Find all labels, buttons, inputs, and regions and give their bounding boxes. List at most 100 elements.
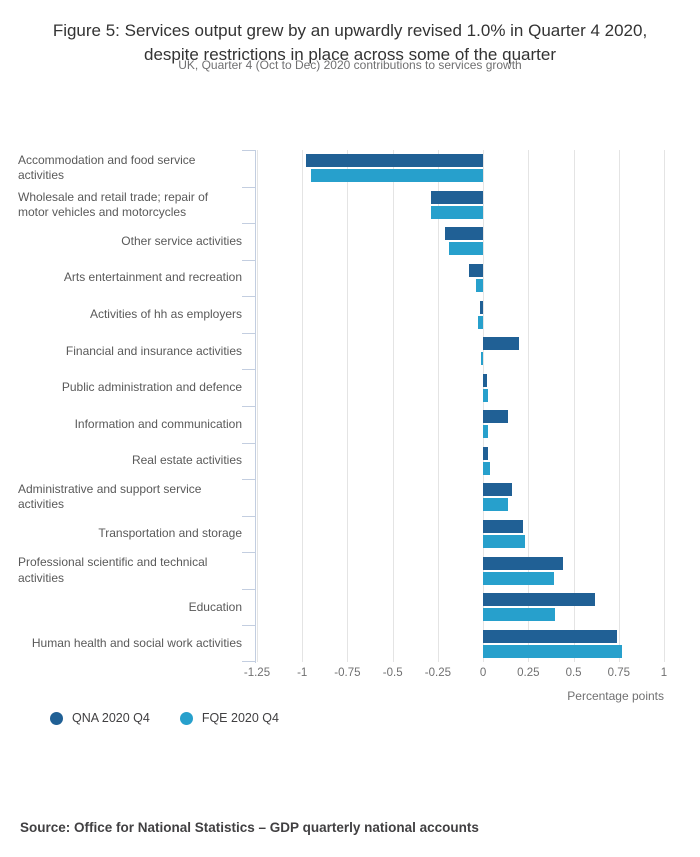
category-label: Public administration and defence [18,369,242,406]
bar-fqe [483,498,509,512]
x-tick-label: 0 [479,667,487,679]
gridline [483,150,485,662]
category-label: Financial and insurance activities [18,333,242,370]
category-axis-tick [242,259,255,261]
legend-label-qna: QNA 2020 Q4 [72,711,150,725]
bar-fqe [311,169,484,183]
plot-area [257,150,665,662]
category-axis-tick [242,479,255,481]
gridline [664,150,665,662]
bar-qna [483,483,512,497]
category-label: Accommodation and food service activitie… [18,150,242,187]
category-label-text: Education [188,599,242,614]
category-label-text: Human health and social work activities [31,636,242,650]
category-label: Education [18,589,242,626]
category-label-text: Other service activities [121,233,242,248]
gridline [392,150,394,662]
category-label-text: Activities of hh as employers [89,306,242,321]
category-label: Human health and social work activities [18,625,242,662]
category-axis-tick [242,332,255,334]
category-label-text: Administrative and support service activ… [18,482,202,512]
category-axis-tick [242,223,255,225]
category-axis-tick [242,442,255,444]
bar-fqe [430,205,484,219]
figure-title: Figure 5: Services output grew by an upw… [52,21,648,64]
gridline [573,150,575,662]
x-tick-label: -0.75 [334,667,361,679]
category-label-text: Arts entertainment and recreation [63,270,242,285]
legend: QNA 2020 Q4 FQE 2020 Q4 [50,711,279,725]
category-label: Wholesale and retail trade; repair of mo… [18,187,242,224]
bar-fqe [475,279,484,292]
category-axis-tick [242,552,255,554]
bar-qna [445,227,484,241]
gridline [302,150,304,662]
legend-marker-qna-icon [50,711,63,725]
category-axis-tick [242,661,255,662]
bar-qna [483,373,487,387]
category-label-text: Wholesale and retail trade; repair of mo… [18,189,209,219]
category-label-text: Information and communication [74,416,242,431]
category-label: Professional scientific and technical ac… [18,552,242,589]
bar-qna [468,264,484,277]
category-label-text: Public administration and defence [61,380,242,394]
category-label: Other service activities [18,223,242,260]
legend-marker-fqe-icon [179,711,193,725]
legend-item-qna: QNA 2020 Q4 [50,711,150,725]
x-tick-label: 0.25 [517,667,540,679]
category-axis-labels: Accommodation and food service activitie… [18,150,242,662]
category-label: Arts entertainment and recreation [18,260,242,297]
bar-fqe [483,571,554,585]
bar-qna [305,154,484,168]
bar-qna [483,556,563,570]
category-axis-tick [242,150,255,151]
gridline [347,150,349,662]
category-label-text: Transportation and storage [98,526,242,541]
bar-fqe [483,388,489,402]
category-label-text: Accommodation and food service activitie… [18,152,196,183]
bar-qna [483,593,596,607]
bar-fqe [483,461,491,475]
bar-fqe [483,644,623,658]
category-axis-tick [242,406,255,407]
x-tick-label: -1 [297,667,308,679]
category-axis-line [242,150,256,663]
bar-qna [483,446,489,460]
bar-fqe [448,242,484,256]
bar-fqe [483,535,525,548]
bar-qna [479,300,484,314]
bar-fqe [481,352,484,366]
category-label-text: Financial and insurance activities [65,343,242,358]
category-label-text: Professional scientific and technical ac… [18,555,208,585]
bar-qna [483,410,509,424]
bar-qna [430,190,484,204]
legend-item-fqe: FQE 2020 Q4 [179,711,279,725]
figure-subtitle: UK, Quarter 4 (Oct to Dec) 2020 contribu… [178,58,522,72]
category-axis-tick [242,186,255,188]
bar-fqe [483,608,556,622]
category-axis-tick [242,588,255,590]
x-tick-label: -1.25 [243,667,271,679]
category-axis-tick [242,625,255,627]
category-axis-tick [242,515,255,517]
gridline [528,150,530,662]
category-label: Transportation and storage [18,516,242,553]
category-axis-tick [242,296,255,298]
bar-fqe [483,425,489,439]
source-text: Source: Office for National Statistics –… [20,820,479,835]
x-axis-title: Percentage points [567,689,664,703]
gridline [257,150,258,662]
category-label: Administrative and support service activ… [18,479,242,516]
gridline [618,150,620,662]
x-tick-label: -0.5 [382,667,403,679]
category-label: Activities of hh as employers [18,296,242,333]
category-label-text: Real estate activities [131,453,242,468]
x-tick-label: 0.75 [607,667,630,679]
gridline [437,150,439,662]
category-axis-tick [242,369,255,371]
bar-qna [483,337,520,351]
x-axis-tick-labels: -1.25 -1 -0.75 -0.5 -0.25 0 0.25 0.5 0.75 1 [244,667,667,682]
bar-qna [483,520,523,533]
x-tick-label: -0.25 [424,667,451,679]
